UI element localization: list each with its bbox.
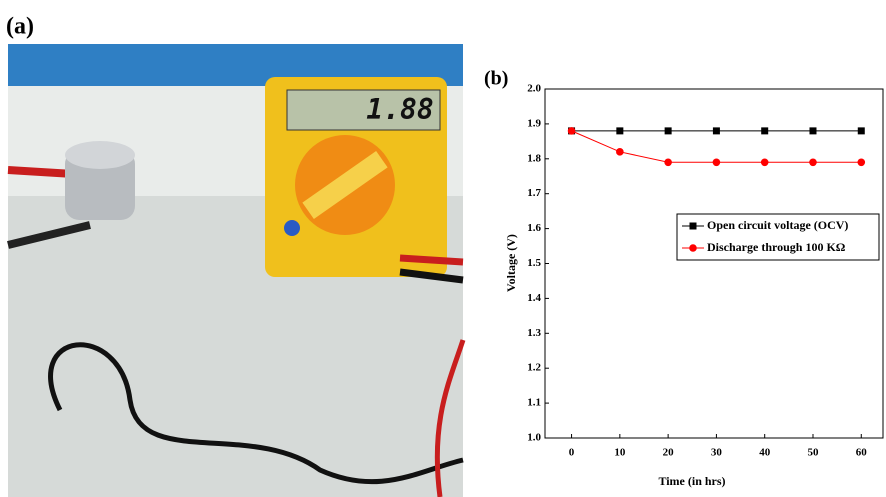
point (857, 158, 866, 167)
x-tick-label: 20 (663, 447, 675, 459)
y-tick-label: 1.4 (527, 292, 541, 304)
x-tick-label: 0 (569, 447, 575, 459)
point (761, 127, 769, 135)
x-axis-label: Time (in hrs) (658, 474, 725, 488)
y-tick-label: 1.6 (527, 222, 541, 234)
point (664, 158, 672, 167)
legend-label: Discharge through 100 KΩ (707, 240, 846, 254)
x-tick-label: 60 (856, 447, 868, 459)
panel-label: (b) (484, 68, 508, 90)
point (712, 158, 721, 167)
point (809, 127, 817, 135)
y-tick-label: 1.1 (527, 397, 541, 409)
y-tick-label: 1.7 (527, 187, 541, 199)
x-tick-label: 10 (614, 447, 626, 459)
y-tick-label: 1.2 (527, 362, 541, 374)
point (809, 158, 817, 167)
photo: 1.88 (7, 44, 466, 497)
series-line (571, 130, 862, 163)
point (760, 158, 769, 167)
y-tick-label: 2.0 (527, 83, 541, 95)
point (712, 127, 720, 135)
x-tick-label: 40 (759, 447, 771, 459)
legend-label: Open circuit voltage (OCV) (707, 218, 848, 232)
y-axis-label: Voltage (V) (504, 234, 518, 292)
point (616, 127, 624, 135)
point (567, 127, 576, 135)
y-tick-label: 1.8 (527, 152, 541, 164)
x-tick-label: 50 (807, 447, 819, 459)
y-tick-label: 1.9 (527, 117, 541, 129)
meter-reading: 1.88 (366, 93, 433, 126)
legend-marker (689, 244, 697, 252)
panel-label: (a) (6, 14, 34, 40)
legend-marker (689, 222, 697, 230)
point (664, 127, 672, 135)
y-tick-label: 1.0 (527, 432, 541, 444)
point (616, 148, 624, 156)
legend-box (676, 213, 880, 261)
y-tick-label: 1.3 (527, 327, 541, 339)
point (857, 127, 865, 135)
x-tick-label: 30 (711, 447, 723, 459)
y-tick-label: 1.5 (527, 257, 541, 269)
